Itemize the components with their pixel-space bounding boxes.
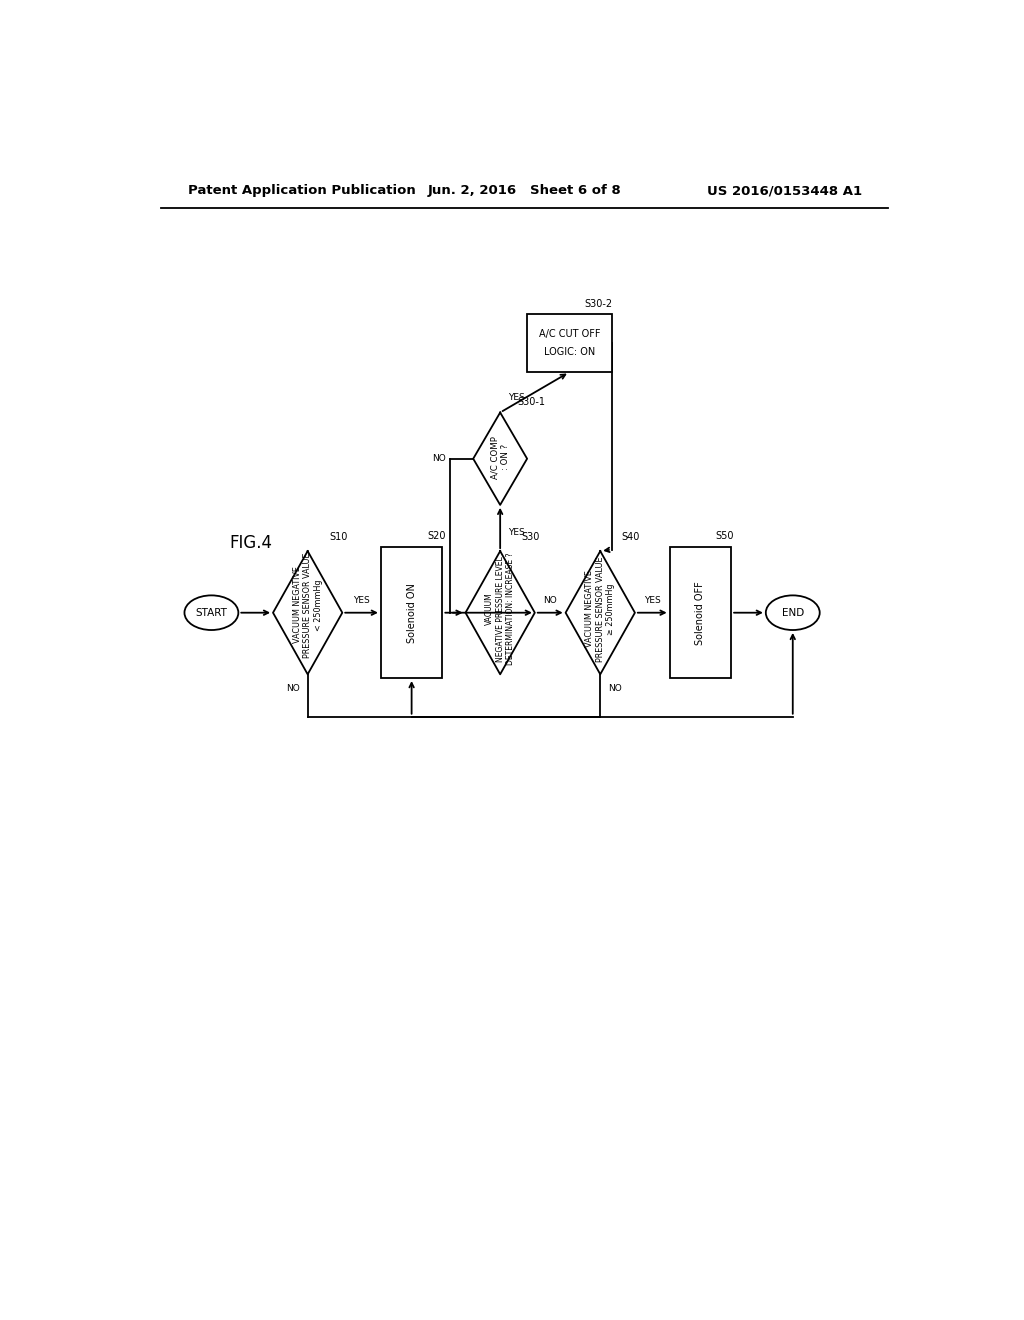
Text: NO: NO [432, 454, 445, 463]
Text: S30-1: S30-1 [517, 397, 545, 407]
Polygon shape [565, 552, 635, 675]
Text: NO: NO [608, 684, 622, 693]
Text: FIG.4: FIG.4 [229, 535, 272, 552]
Text: YES: YES [353, 597, 370, 605]
Text: A/C CUT OFF: A/C CUT OFF [539, 329, 600, 339]
Bar [670, 548, 731, 678]
Bar [527, 314, 611, 372]
Text: S10: S10 [330, 532, 347, 543]
Text: A/C COMP
: ON ?: A/C COMP : ON ? [490, 436, 510, 479]
Text: END: END [781, 607, 804, 618]
Polygon shape [473, 412, 527, 506]
Text: LOGIC: ON: LOGIC: ON [544, 347, 595, 358]
Text: VACUUM NEGATIVE
PRESSURE SENSOR VALUE
≥ 250mmHg: VACUUM NEGATIVE PRESSURE SENSOR VALUE ≥ … [586, 556, 615, 661]
Text: S30: S30 [521, 532, 540, 543]
Text: START: START [196, 607, 227, 618]
Text: NO: NO [544, 597, 557, 605]
Text: Solenoid OFF: Solenoid OFF [695, 581, 706, 644]
Polygon shape [273, 552, 342, 675]
Text: Solenoid ON: Solenoid ON [407, 582, 417, 643]
Text: VACUUM
NEGATIVE PRESSURE LEVEL
DETERMINATION: INCREASE ?: VACUUM NEGATIVE PRESSURE LEVEL DETERMINA… [485, 553, 515, 665]
Text: VACUUM NEGATIVE
PRESSURE SENSOR VALUE
< 250mmHg: VACUUM NEGATIVE PRESSURE SENSOR VALUE < … [293, 552, 323, 657]
Ellipse shape [184, 595, 239, 630]
Text: YES: YES [508, 393, 524, 401]
Text: YES: YES [508, 528, 524, 537]
Text: S40: S40 [622, 532, 640, 543]
Text: Jun. 2, 2016   Sheet 6 of 8: Jun. 2, 2016 Sheet 6 of 8 [428, 185, 622, 197]
Text: S50: S50 [716, 531, 734, 541]
Text: US 2016/0153448 A1: US 2016/0153448 A1 [707, 185, 862, 197]
Text: S30-2: S30-2 [585, 298, 613, 309]
Polygon shape [466, 552, 535, 675]
Bar [381, 548, 442, 678]
Text: NO: NO [287, 684, 300, 693]
Text: Patent Application Publication: Patent Application Publication [188, 185, 416, 197]
Text: S20: S20 [427, 531, 445, 541]
Text: YES: YES [644, 597, 660, 605]
Ellipse shape [766, 595, 819, 630]
